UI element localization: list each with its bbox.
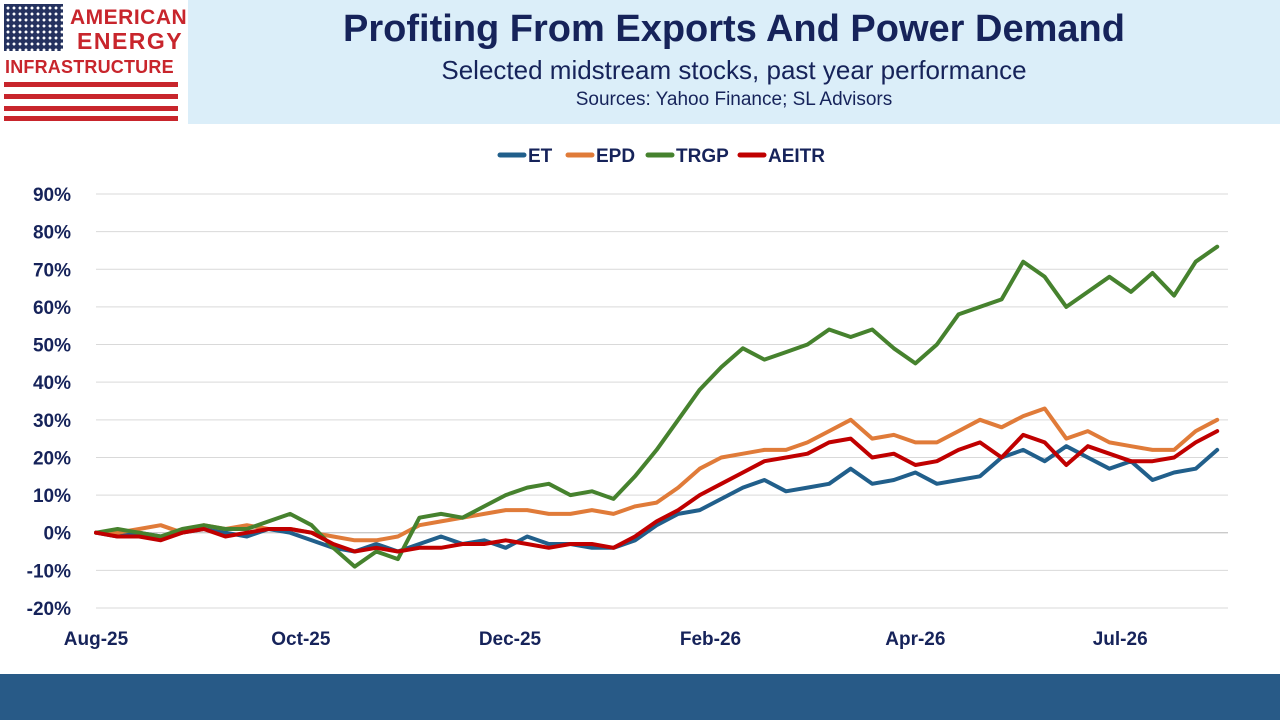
line-chart: -20% -10% 0% 10% 20% 30% 40% 50% 60% 70% 80% 90% Aug… (27, 146, 1228, 650)
series-line-trgp (94, 244, 1220, 569)
x-tick-label: Jul-26 (1093, 629, 1148, 650)
legend-label-trgp: TRGP (676, 146, 729, 167)
y-tick-label: 70% (33, 260, 71, 281)
flag-stripe (4, 116, 178, 121)
series-line-et (94, 444, 1220, 554)
footer-bar (0, 674, 1280, 720)
flag-stripe (4, 94, 178, 99)
flag-stripe (4, 106, 178, 111)
x-tick-label: Apr-26 (885, 629, 945, 650)
x-tick-label: Aug-25 (64, 629, 129, 650)
legend-label-aeitr: AEITR (768, 146, 825, 167)
y-tick-label: 90% (33, 185, 71, 206)
y-tick-label: -10% (27, 561, 71, 582)
logo-line-1: AMERICAN (70, 6, 188, 29)
y-tick-label: 40% (33, 373, 71, 394)
page-title: Profiting From Exports And Power Demand (343, 8, 1125, 50)
y-tick-label: -20% (27, 599, 71, 620)
series-line-aeitr (94, 429, 1220, 554)
y-tick-label: 60% (33, 298, 71, 319)
x-tick-label: Dec-25 (479, 629, 542, 650)
x-tick-label: Feb-26 (680, 629, 741, 650)
x-tick-label: Oct-25 (271, 629, 331, 650)
y-tick-label: 0% (44, 524, 72, 545)
y-tick-label: 20% (33, 448, 71, 469)
header-banner (188, 0, 1280, 124)
logo-line-2: ENERGY (77, 28, 184, 54)
source-note: Sources: Yahoo Finance; SL Advisors (575, 89, 893, 110)
legend-label-epd: EPD (596, 146, 635, 167)
logo-line-3: INFRASTRUCTURE (5, 57, 174, 77)
logo: AMERICAN ENERGY INFRASTRUCTURE (0, 0, 188, 124)
flag-stripe (4, 82, 178, 87)
y-tick-label: 50% (33, 336, 71, 357)
flag-stars (4, 4, 63, 51)
y-tick-label: 80% (33, 223, 71, 244)
page-subtitle: Selected midstream stocks, past year per… (441, 55, 1027, 85)
y-tick-label: 10% (33, 486, 71, 507)
y-tick-label: 30% (33, 411, 71, 432)
legend-label-et: ET (528, 146, 553, 167)
